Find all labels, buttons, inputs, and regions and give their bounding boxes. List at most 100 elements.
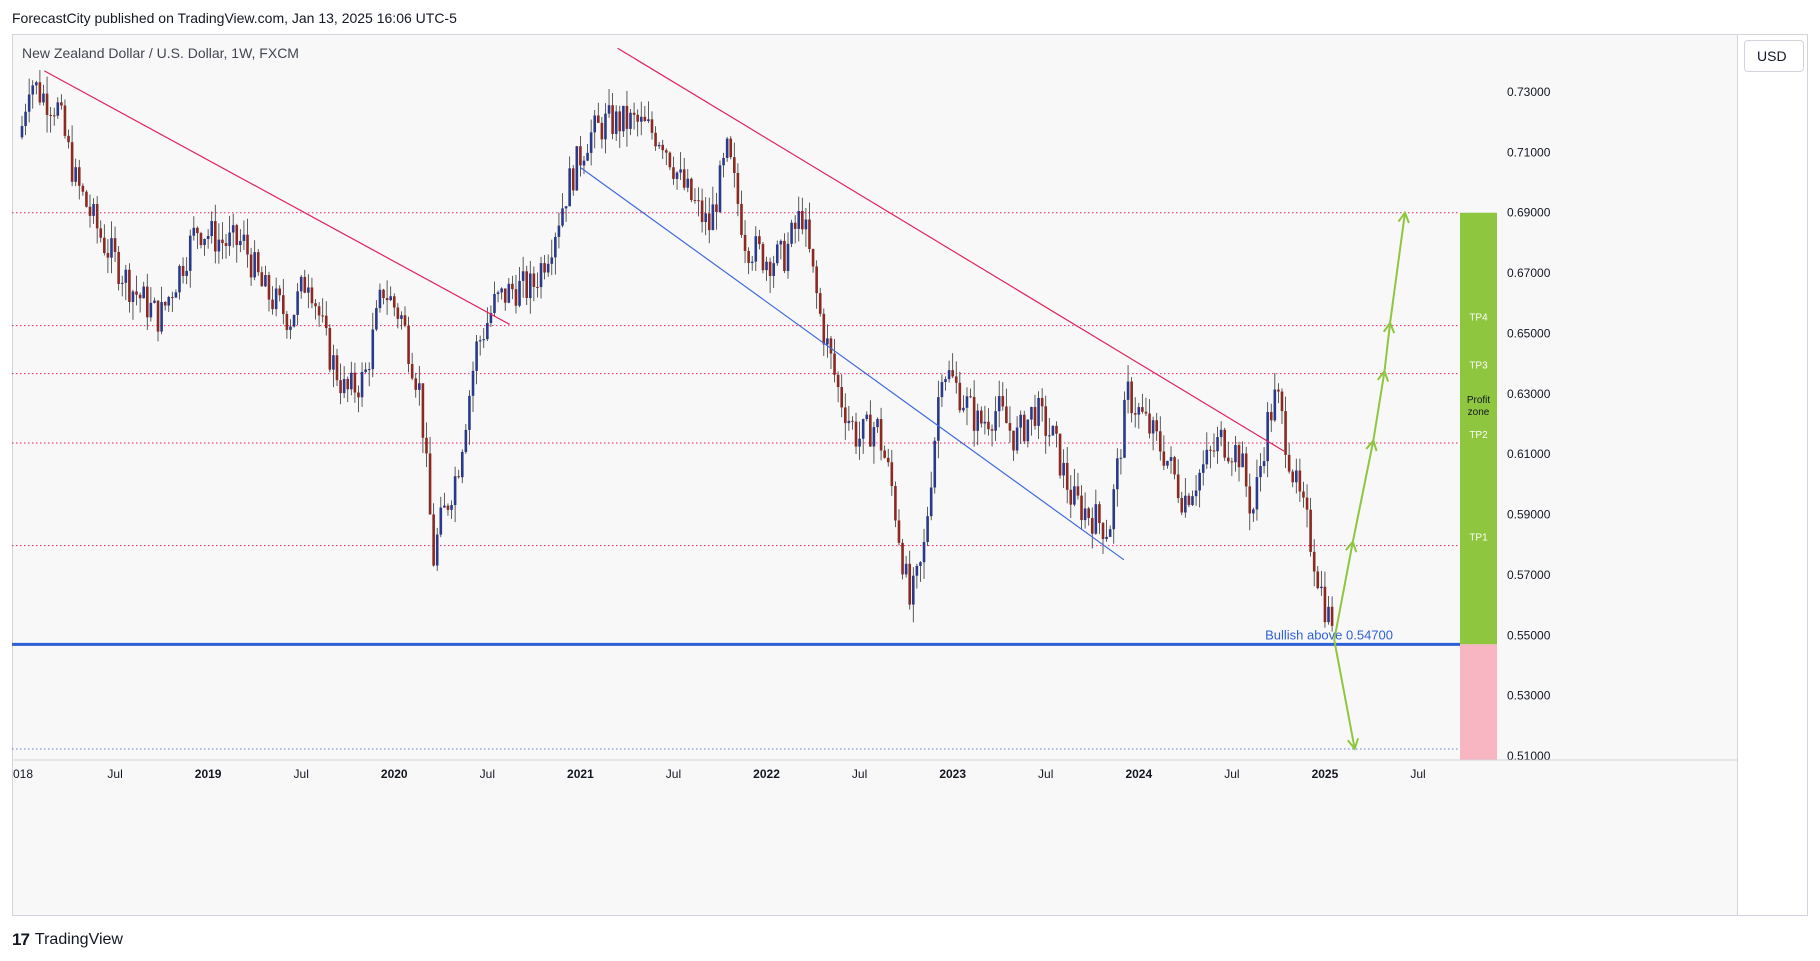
candle-body	[833, 353, 836, 375]
candle-body	[314, 303, 317, 307]
candle	[460, 449, 464, 484]
candle	[1040, 388, 1044, 422]
candle-body	[1062, 462, 1065, 476]
candle-body	[378, 289, 382, 309]
candle-body	[1112, 489, 1116, 530]
candle	[872, 421, 876, 464]
candle	[557, 212, 561, 249]
candle	[296, 283, 299, 325]
candle	[1198, 469, 1201, 508]
candle-body	[672, 167, 675, 179]
candle	[382, 288, 385, 305]
candle-body	[153, 300, 156, 303]
candle	[489, 305, 493, 328]
candle-body	[919, 562, 922, 566]
candle	[700, 188, 704, 233]
candle	[904, 555, 908, 578]
candle	[937, 380, 940, 459]
candle	[740, 190, 743, 238]
candle-body	[579, 146, 582, 166]
candle-body	[70, 142, 74, 182]
candle	[27, 78, 31, 123]
price-axis[interactable]	[1738, 34, 1808, 916]
candle-body	[715, 204, 718, 212]
candle	[1320, 570, 1323, 596]
candle-body	[1162, 451, 1166, 466]
candle	[249, 247, 253, 286]
candle-body	[929, 487, 933, 517]
candle	[88, 194, 92, 228]
candle-body	[1209, 449, 1212, 451]
publisher-header: ForecastCity published on TradingView.co…	[12, 10, 457, 26]
candle-body	[801, 211, 804, 230]
candle-body	[106, 253, 110, 258]
candle-body	[432, 514, 435, 566]
candle	[768, 257, 772, 294]
candle-body	[67, 135, 70, 143]
candle	[521, 256, 525, 298]
candle	[1219, 421, 1223, 447]
candle-body	[81, 185, 85, 192]
candle	[1148, 399, 1151, 439]
candle	[571, 165, 575, 196]
candle-body	[1098, 504, 1101, 524]
candle	[81, 183, 85, 196]
candle-body	[575, 146, 579, 191]
candle-body	[1133, 413, 1137, 415]
candle	[772, 255, 775, 288]
candle	[299, 274, 303, 299]
candle	[672, 156, 675, 185]
candle-body	[403, 315, 407, 326]
candle	[965, 387, 969, 426]
candle	[851, 416, 854, 430]
candle	[911, 567, 915, 623]
y-tick-label: 0.67000	[1507, 266, 1551, 280]
candle	[668, 151, 672, 171]
candle-body	[1151, 420, 1155, 434]
candle	[1166, 460, 1169, 469]
candle	[657, 141, 661, 150]
candle	[124, 264, 128, 301]
candle-body	[779, 240, 783, 245]
candle-body	[1051, 425, 1055, 436]
candle	[1252, 507, 1255, 522]
candle	[328, 324, 332, 373]
candle	[647, 101, 650, 124]
candle	[289, 319, 292, 340]
candle	[267, 271, 271, 312]
candle-body	[38, 82, 42, 103]
candle	[1083, 492, 1087, 529]
candle	[1037, 391, 1040, 439]
y-tick-label: 0.71000	[1507, 145, 1551, 159]
candle-body	[224, 243, 228, 246]
candle-body	[138, 294, 142, 299]
candle-body	[20, 126, 24, 138]
candle-body	[1269, 411, 1273, 421]
candle-body	[1141, 407, 1144, 412]
candle-body	[976, 410, 980, 431]
y-tick-label: 0.69000	[1507, 206, 1551, 220]
candle-body	[571, 168, 575, 191]
candle	[1305, 484, 1309, 528]
candle	[890, 449, 894, 496]
candle-body	[142, 286, 146, 299]
candle-body	[1180, 497, 1184, 513]
candle-body	[503, 288, 507, 303]
candle-body	[1312, 551, 1316, 572]
candle-body	[904, 563, 908, 575]
candle	[77, 159, 81, 200]
candle	[1137, 402, 1141, 429]
candle	[131, 289, 135, 320]
candle	[213, 204, 217, 264]
candle-body	[239, 240, 242, 246]
candle	[593, 109, 597, 149]
candle-body	[747, 250, 750, 263]
chart-pane[interactable]	[12, 34, 1738, 916]
candle-body	[1048, 435, 1051, 437]
candle-body	[95, 203, 99, 229]
candle-body	[1216, 437, 1219, 452]
candle	[811, 248, 815, 273]
tp-label-tp2: TP2	[1469, 430, 1488, 441]
candle	[765, 256, 768, 281]
currency-selector[interactable]: USD	[1744, 40, 1804, 72]
